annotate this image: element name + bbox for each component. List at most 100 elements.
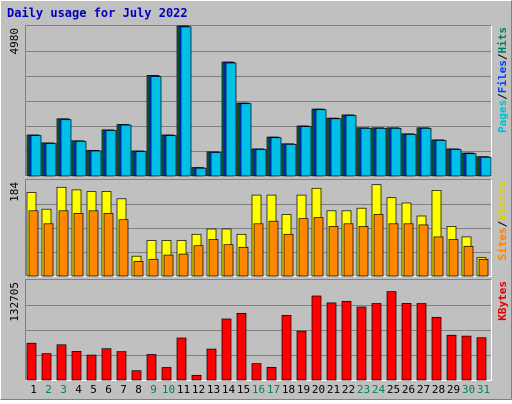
bar-kbytes-16 (251, 363, 262, 381)
bar-pages-27 (420, 128, 432, 177)
x-tick-label: 13 (207, 383, 220, 396)
bar-kbytes-29 (446, 334, 457, 381)
bar-pages-25 (390, 128, 402, 177)
bar-sites-20 (313, 217, 324, 277)
bar-kbytes-3 (56, 344, 67, 381)
bar-kbytes-5 (86, 354, 97, 381)
bar-kbytes-24 (371, 303, 382, 381)
x-tick-label: 5 (90, 383, 97, 396)
bar-kbytes-8 (131, 370, 142, 381)
bar-pages-29 (450, 149, 462, 177)
legend-entry: Sites (496, 227, 509, 260)
x-tick-label: 9 (150, 383, 157, 396)
bar-pages-13 (210, 152, 222, 177)
bar-pages-12 (195, 167, 207, 177)
x-tick-label: 31 (477, 383, 490, 396)
bar-sites-8 (133, 261, 144, 277)
y-max-label: 184 (8, 182, 21, 202)
bar-sites-31 (478, 258, 489, 277)
bar-kbytes-15 (236, 312, 247, 381)
bar-kbytes-20 (311, 295, 322, 381)
bar-kbytes-30 (461, 335, 472, 381)
bar-sites-2 (43, 223, 54, 277)
bar-kbytes-2 (41, 353, 52, 381)
x-tick-label: 10 (162, 383, 175, 396)
bar-sites-16 (253, 223, 264, 277)
bar-sites-9 (148, 258, 159, 277)
bar-pages-5 (90, 150, 102, 177)
bar-pages-3 (60, 119, 72, 177)
bar-kbytes-1 (26, 342, 37, 381)
bar-kbytes-19 (296, 330, 307, 381)
bar-kbytes-9 (146, 354, 157, 381)
series-legend: Pages/Files/Hits (496, 27, 509, 133)
bar-pages-30 (465, 153, 477, 177)
bar-sites-27 (418, 224, 429, 277)
bar-pages-24 (375, 128, 387, 177)
x-tick-label: 2 (45, 383, 52, 396)
bar-pages-26 (405, 134, 417, 177)
bar-sites-24 (373, 214, 384, 277)
bar-sites-23 (358, 226, 369, 277)
x-tick-label: 7 (120, 383, 127, 396)
bar-pages-31 (480, 156, 492, 177)
bar-pages-2 (45, 143, 57, 177)
legend-entry: Pages (496, 100, 509, 133)
legend-entry: KBytes (496, 281, 509, 321)
legend-entry: Hits (496, 27, 509, 54)
x-tick-label: 17 (267, 383, 280, 396)
bar-pages-14 (225, 62, 237, 177)
bar-sites-6 (103, 213, 114, 277)
x-tick-label: 4 (75, 383, 82, 396)
x-tick-label: 30 (462, 383, 475, 396)
bar-kbytes-11 (176, 337, 187, 381)
bar-pages-4 (75, 141, 87, 177)
bar-sites-4 (73, 213, 84, 277)
y-max-label: 132705 (8, 282, 21, 322)
bar-sites-18 (283, 233, 294, 277)
x-tick-label: 22 (342, 383, 355, 396)
x-tick-label: 14 (222, 383, 236, 396)
bar-sites-29 (448, 239, 459, 277)
bar-kbytes-6 (101, 348, 112, 381)
bar-sites-10 (163, 254, 174, 277)
bar-pages-15 (240, 103, 252, 177)
bar-sites-25 (388, 223, 399, 277)
bar-kbytes-22 (341, 300, 352, 381)
x-tick-label: 28 (432, 383, 445, 396)
bar-kbytes-23 (356, 306, 367, 381)
bar-sites-5 (88, 210, 99, 277)
bar-sites-22 (343, 223, 354, 277)
bar-sites-28 (433, 236, 444, 277)
bar-sites-3 (58, 210, 69, 277)
y-max-label: 4980 (8, 28, 21, 55)
bar-pages-7 (120, 124, 132, 177)
bar-pages-8 (135, 151, 147, 177)
x-tick-label: 6 (105, 383, 112, 396)
bar-pages-22 (345, 115, 357, 177)
bar-sites-17 (268, 220, 279, 277)
bar-pages-23 (360, 128, 372, 177)
x-tick-label: 23 (357, 383, 370, 396)
x-tick-label: 25 (387, 383, 400, 396)
bar-sites-12 (193, 245, 204, 277)
x-tick-label: 15 (237, 383, 250, 396)
bar-sites-21 (328, 226, 339, 277)
x-tick-label: 24 (372, 383, 386, 396)
bar-pages-1 (30, 135, 42, 177)
x-tick-label: 27 (417, 383, 430, 396)
bar-sites-11 (178, 253, 189, 277)
x-tick-label: 18 (282, 383, 295, 396)
bar-kbytes-31 (476, 337, 487, 381)
bar-kbytes-27 (416, 303, 427, 381)
bar-sites-19 (298, 218, 309, 277)
bar-kbytes-4 (71, 351, 82, 381)
bar-sites-14 (223, 244, 234, 277)
x-tick-label: 26 (402, 383, 415, 396)
x-tick-label: 8 (135, 383, 142, 396)
bar-kbytes-18 (281, 314, 292, 381)
bar-kbytes-10 (161, 367, 172, 381)
chart-title: Daily usage for July 2022 (7, 6, 188, 20)
